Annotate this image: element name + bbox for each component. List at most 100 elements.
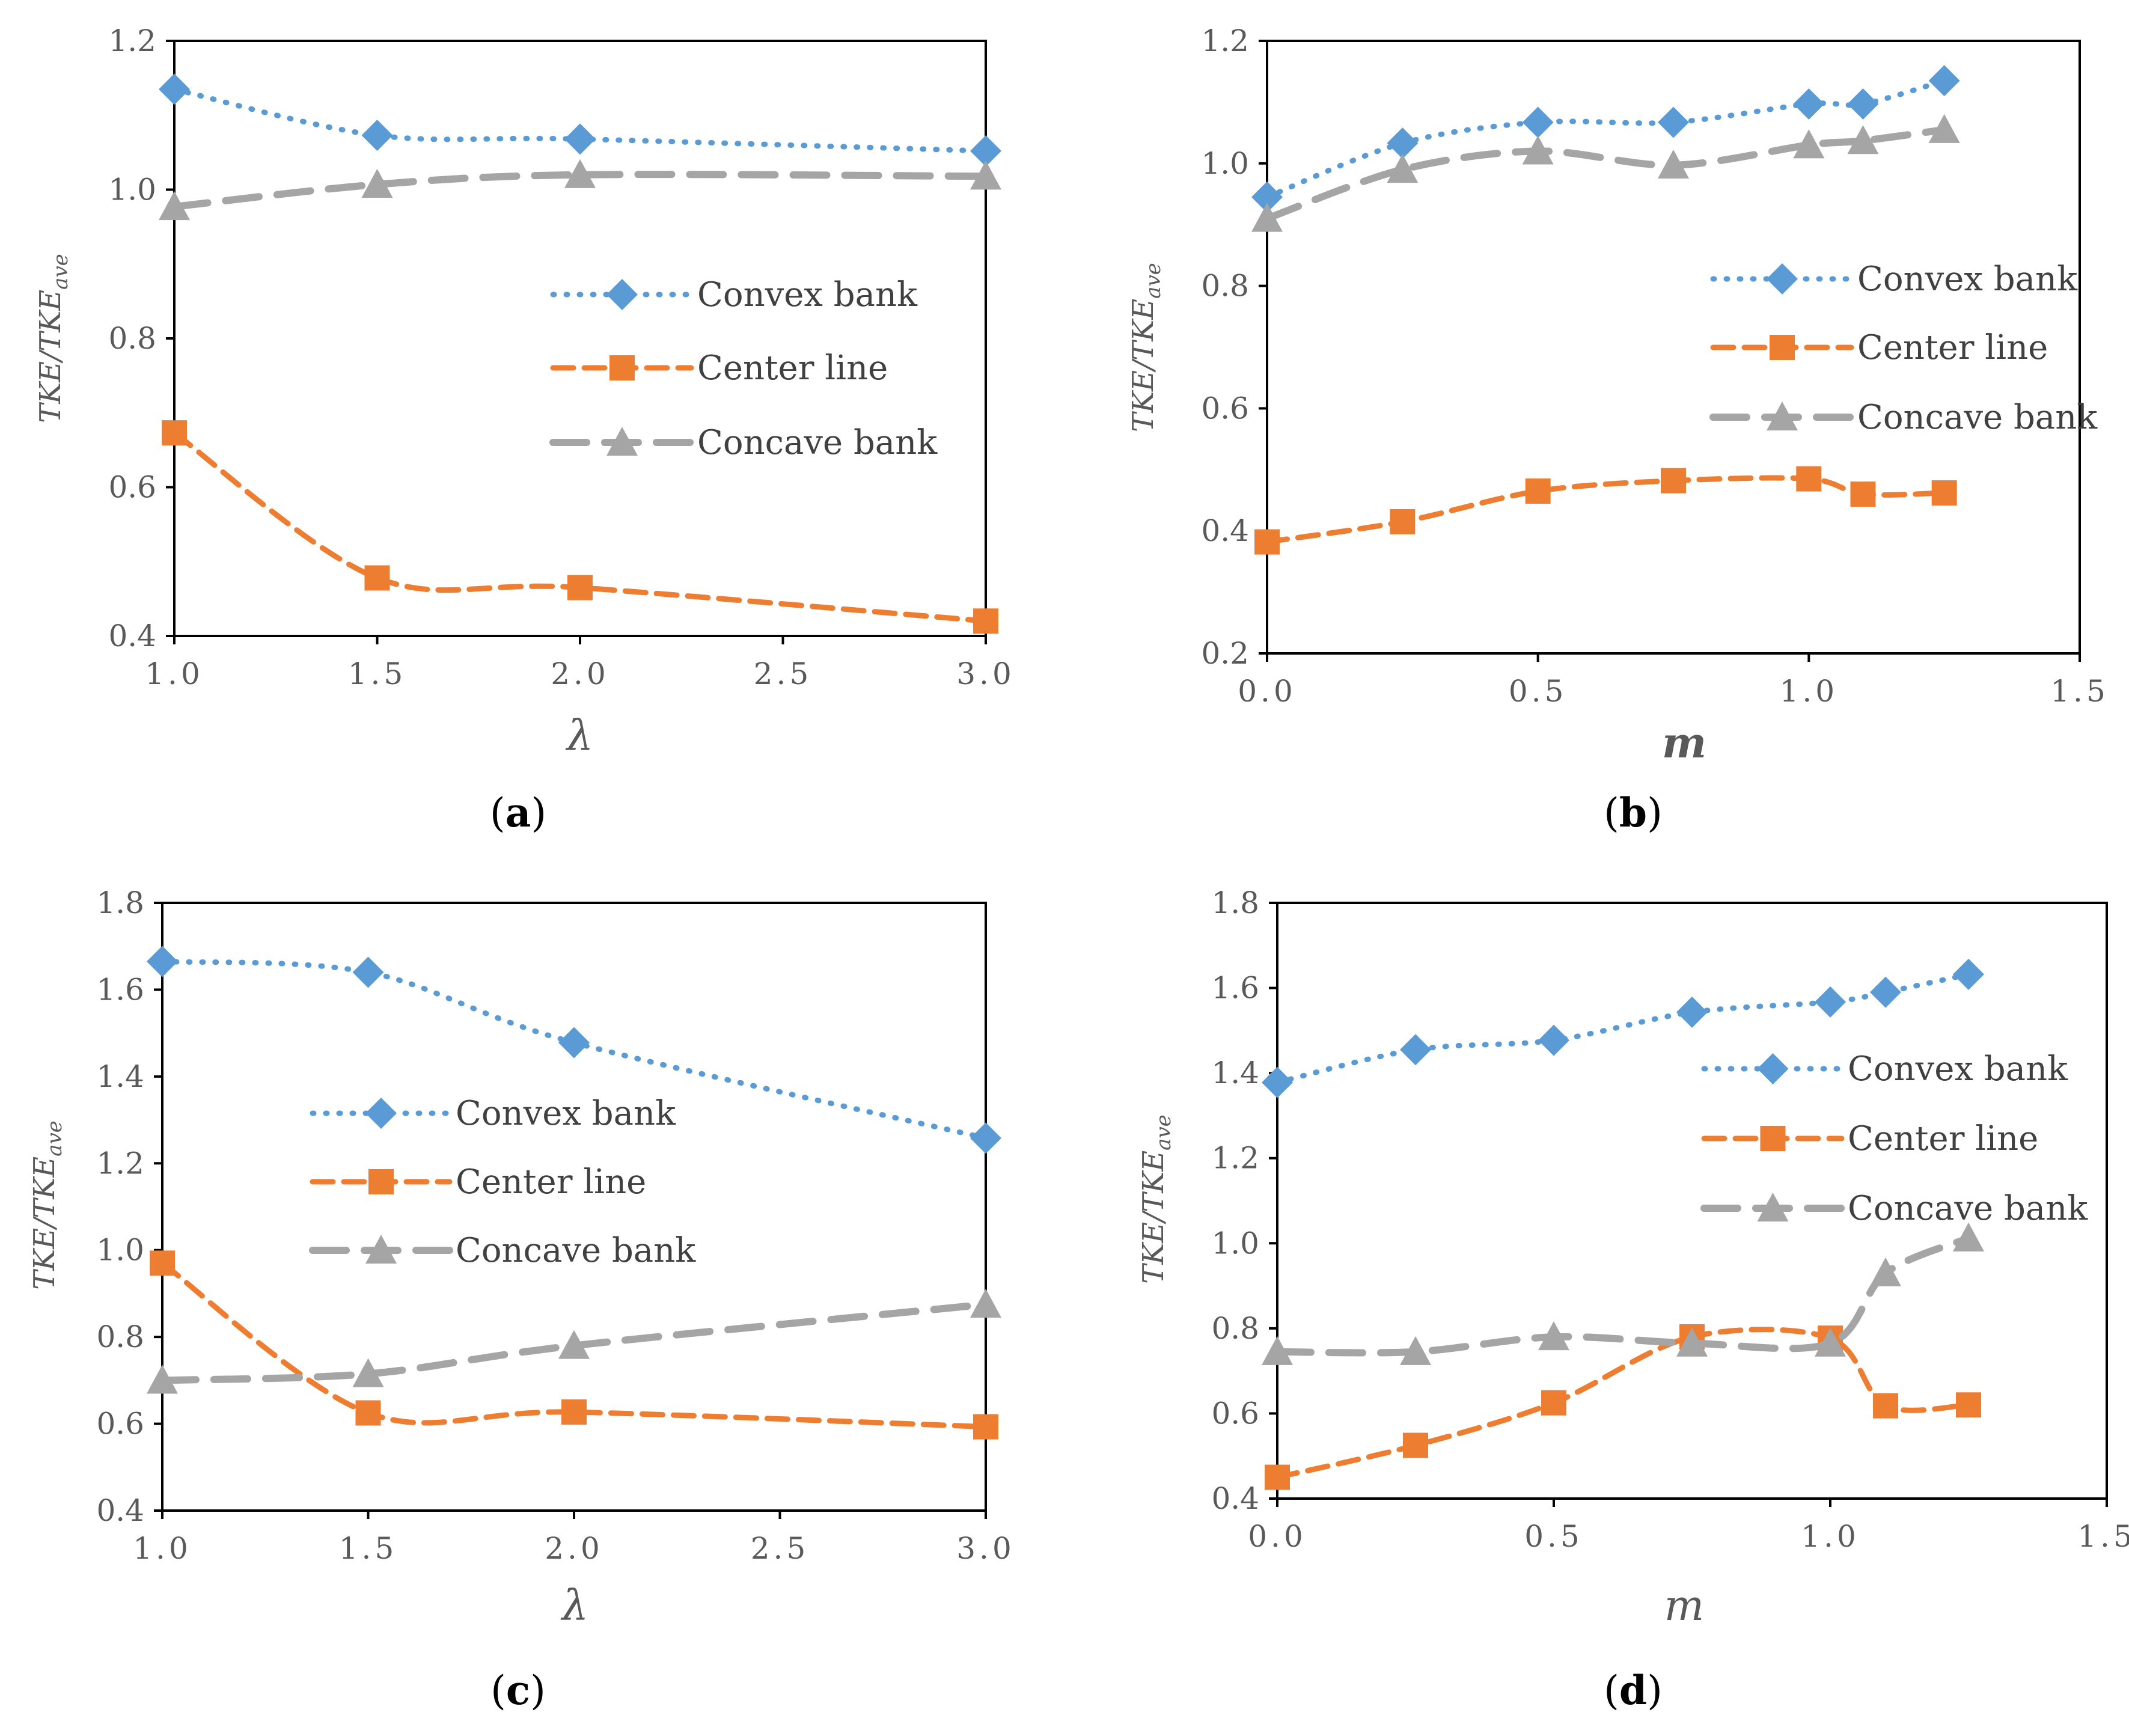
y-tick-label: 0.4	[1201, 513, 1249, 548]
data-point	[1387, 127, 1419, 159]
series-center-line	[162, 420, 998, 634]
data-point	[1847, 125, 1879, 154]
y-tick-label: 1.2	[1201, 23, 1249, 58]
y-tick-label: 0.4	[1211, 1481, 1259, 1516]
data-point	[567, 575, 593, 601]
x-tick-label: 0.0	[1238, 674, 1297, 709]
data-point	[147, 1365, 178, 1394]
y-tick-label: 1.2	[96, 1146, 144, 1181]
chart-panel-b: 0.2 0.4 0.6 0.8 1.0 1.2 0.0 0.5 1.0 1.5 TKE/TKEave…	[1126, 23, 2109, 836]
legend-label: Center line	[456, 1163, 646, 1202]
y-tick-label: 0.6	[1211, 1396, 1259, 1431]
data-point	[1387, 153, 1419, 183]
panel-caption-letter: c	[506, 1667, 530, 1714]
y-tick-label: 0.8	[108, 321, 156, 356]
data-point	[1522, 106, 1554, 138]
y-tick-label: 1.4	[96, 1059, 144, 1094]
data-point	[1953, 958, 1984, 990]
data-point	[1815, 986, 1846, 1018]
data-point	[558, 1027, 590, 1059]
data-point	[973, 608, 998, 634]
data-point	[1928, 114, 1960, 143]
plot-area-frame	[1276, 902, 2108, 1500]
series-convex-bank	[147, 946, 1001, 1154]
y-tick-label: 1.0	[96, 1233, 144, 1268]
y-axis-label-subscript: ave	[43, 1120, 67, 1157]
x-tick-label: 2.0	[545, 1531, 603, 1566]
data-point	[1870, 976, 1901, 1008]
data-point	[1953, 1222, 1984, 1252]
legend-swatch-marker	[365, 1235, 397, 1264]
y-axis-label-main: TKE/TKE	[34, 290, 67, 423]
x-tick-label: 0.0	[1248, 1519, 1307, 1554]
data-point	[1847, 88, 1879, 120]
x-tick-label: 2.5	[754, 656, 813, 691]
y-tick-label: 1.2	[1211, 1141, 1259, 1176]
legend-entry-concave-bank: Concave bank	[1700, 1189, 2088, 1228]
data-point	[1400, 1034, 1431, 1066]
data-point	[1928, 65, 1960, 97]
data-point	[1796, 466, 1822, 492]
y-tick-label: 1.8	[96, 885, 144, 920]
y-tick-label: 1.6	[96, 972, 144, 1007]
y-tick-label: 1.0	[1211, 1226, 1259, 1261]
y-tick-label: 1.4	[1211, 1056, 1259, 1090]
data-point	[1254, 529, 1280, 555]
legend-entry-concave-bank: Concave bank	[309, 1231, 696, 1270]
legend-swatch-marker	[1760, 1126, 1786, 1151]
data-point	[1661, 468, 1686, 494]
panel-caption-letter: b	[1619, 789, 1647, 836]
legend-swatch-marker	[606, 427, 638, 456]
data-point	[558, 1330, 590, 1359]
data-point	[970, 1122, 1001, 1154]
y-axis-label: TKE/TKEave	[1126, 263, 1165, 432]
y-tick-label: 0.6	[96, 1407, 144, 1441]
y-tick-label: 0.8	[96, 1319, 144, 1354]
legend-swatch-marker	[368, 1169, 394, 1194]
data-point	[1793, 88, 1825, 120]
y-axis-label: TKE/TKEave	[28, 1120, 67, 1290]
x-axis-label: m	[1662, 718, 1706, 768]
data-point	[1538, 1321, 1569, 1351]
data-point	[970, 1288, 1001, 1318]
y-tick-label: 1.8	[1211, 885, 1259, 920]
chart-panel-d: 0.4 0.6 0.8 1.0 1.2 1.4 1.6 1.8 0.0 0.5 1.0 1.5 TKE/…	[1137, 885, 2129, 1714]
y-tick-label: 0.2	[1201, 636, 1249, 671]
y-axis-label-main: TKE/TKE	[1126, 299, 1160, 432]
series-line	[1274, 1234, 1972, 1357]
y-tick-label: 0.8	[1211, 1311, 1259, 1346]
chart-panel-a: 0.4 0.6 0.8 1.0 1.2 1.0 1.5 2.0 2.5 3.0 TKE/TKEave…	[34, 23, 1015, 836]
x-tick-label: 3.0	[956, 656, 1015, 691]
data-point	[1262, 1336, 1293, 1365]
data-point	[1815, 1327, 1846, 1357]
x-axis-label: λ	[560, 1581, 588, 1630]
legend-label: Concave bank	[1848, 1189, 2088, 1228]
legend-swatch-marker	[365, 1098, 397, 1129]
legend-entry-convex-bank: Convex bank	[310, 1094, 676, 1133]
x-tick-label: 1.0	[133, 1531, 192, 1566]
legend-entry-convex-bank: Convex bank	[1701, 1050, 2068, 1089]
series-concave-bank	[1262, 1222, 1984, 1365]
legend-swatch-marker	[1767, 402, 1798, 431]
data-point	[1793, 129, 1825, 159]
y-axis-label-main: TKE/TKE	[1137, 1151, 1170, 1284]
data-point	[1658, 149, 1689, 179]
data-point	[564, 159, 596, 188]
y-tick-label: 1.0	[108, 173, 156, 207]
series-line	[1264, 78, 1947, 200]
data-point	[1870, 1257, 1901, 1286]
legend-swatch-marker	[609, 355, 635, 381]
data-point	[1403, 1432, 1428, 1458]
x-tick-label: 1.0	[1801, 1519, 1860, 1554]
series-line	[1263, 126, 1948, 222]
x-tick-label: 3.0	[956, 1531, 1015, 1566]
x-tick-label: 0.5	[1509, 674, 1568, 709]
x-tick-label: 1.5	[2050, 674, 2109, 709]
data-point	[970, 160, 1001, 190]
panel-caption: (c)	[490, 1667, 546, 1714]
y-tick-label: 1.2	[108, 23, 156, 58]
data-point	[1658, 106, 1689, 138]
legend-label: Convex bank	[697, 275, 918, 314]
legend-swatch-marker	[606, 279, 638, 310]
